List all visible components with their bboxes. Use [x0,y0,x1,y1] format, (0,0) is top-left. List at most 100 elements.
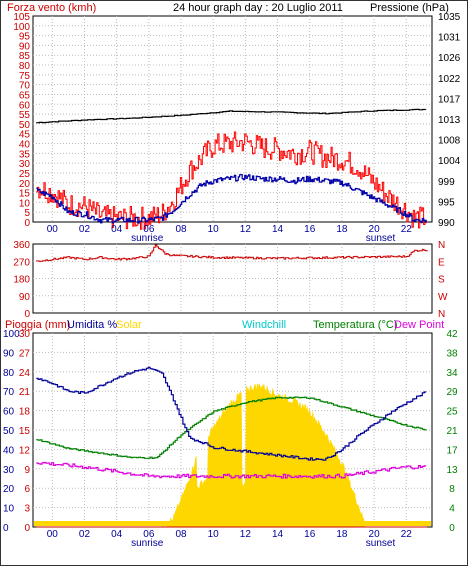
wind-panel-x-tick-label: 22 [401,224,413,235]
climate-panel-sunrise-label: sunrise [131,538,164,549]
wind-panel-x-tick-label: 14 [272,224,284,235]
wind-speed-tick-label: 75 [19,71,31,82]
chart-title: 24 hour graph day : 20 Luglio 2011 [173,2,343,14]
wind-panel-x-tick-label: 02 [79,224,91,235]
wind-average-line [36,174,427,224]
direction-tick-label: 90 [19,292,31,303]
wind-panel-x-tick-label: 16 [304,224,316,235]
climate-panel-x-tick-label: 22 [401,529,413,540]
rain-tick-label: 27 [19,348,31,359]
wind-speed-tick-label: 95 [19,32,31,43]
wind-speed-tick-label: 85 [19,51,31,62]
pressure-tick-label: 1008 [438,136,461,147]
wind-speed-tick-label: 0 [24,218,30,229]
wind-panel-sunrise-label: sunrise [131,233,164,244]
temperature-tick-label: 42 [446,329,458,340]
wind-speed-tick-label: 45 [19,130,31,141]
wind-panel-x-tick-label: 10 [208,224,220,235]
climate-panel-sunset-label: sunset [366,538,396,549]
wind-speed-tick-label: 90 [19,41,31,52]
wind-gust-line [36,131,427,230]
humidity-tick-label: 40 [3,445,15,456]
wind-panel-x-tick-label: 18 [336,224,348,235]
rain-tick-label: 24 [19,368,31,379]
wind-speed-tick-label: 10 [19,198,31,209]
temperature-tick-label: 13 [446,465,458,476]
wind-speed-tick-label: 65 [19,90,31,101]
humidity-tick-label: 20 [3,484,15,495]
pressure-tick-label: 1004 [438,156,461,167]
rain-tick-label: 21 [19,387,31,398]
humidity-tick-label: 100 [3,329,20,340]
wind-panel-plot-area [32,15,433,223]
temperature-tick-label: 8 [449,484,455,495]
humidity-tick-label: 70 [3,387,15,398]
rain-tick-label: 15 [19,426,31,437]
pressure-tick-label: 1031 [438,33,461,44]
wind-speed-tick-label: 40 [19,140,31,151]
humidity-tick-label: 90 [3,348,15,359]
wind-speed-tick-label: 25 [19,169,31,180]
wind-speed-tick-label: 15 [19,189,31,200]
pressure-tick-label: 1026 [438,53,461,64]
climate-panel-x-tick-label: 14 [272,529,284,540]
climate-panel-x-tick-label: 16 [304,529,316,540]
wind-panel-x-tick-label: 12 [240,224,252,235]
rain-tick-label: 6 [24,484,30,495]
direction-tick-label: 360 [13,240,30,251]
direction-tick-label: 180 [13,275,30,286]
climate-panel-x-tick-label: 02 [79,529,91,540]
compass-tick-label: N [438,309,445,320]
wind-panel-x-tick-label: 20 [369,224,381,235]
wind-speed-tick-label: 30 [19,159,31,170]
temperature-tick-label: 25 [446,407,458,418]
solar-area [161,383,367,528]
legend-solar: Solar [116,319,142,331]
climate-panel-x-tick-label: 08 [175,529,187,540]
wind-speed-tick-label: 55 [19,110,31,121]
temperature-tick-label: 4 [449,504,455,515]
pressure-tick-label: 995 [438,197,455,208]
rain-tick-label: 30 [19,329,31,340]
climate-panel-x-tick-label: 00 [47,529,59,540]
wind-panel-x-tick-label: 06 [143,224,155,235]
temperature-tick-label: 21 [446,426,458,437]
rain-tick-label: 0 [24,523,30,534]
climate-panel-x-tick-label: 18 [336,529,348,540]
compass-tick-label: S [438,275,445,286]
legend-rain: Pioggia (mm) [5,319,70,331]
pressure-axis-title: Pressione (hPa) [370,2,449,14]
legend-dewpoint: Dew Point [394,319,444,331]
temperature-tick-label: 34 [446,368,458,379]
pressure-tick-label: 1022 [438,74,461,85]
wind-panel-x-tick-label: 00 [47,224,59,235]
compass-tick-label: E [438,257,445,268]
wind-direction-line [36,244,428,262]
temperature-tick-label: 17 [446,445,458,456]
wind-speed-tick-label: 80 [19,61,31,72]
wind-panel-x-tick-label: 04 [111,224,123,235]
pressure-tick-label: 1017 [438,94,461,105]
rain-tick-label: 18 [19,407,31,418]
climate-panel-x-tick-label: 10 [208,529,220,540]
wind-speed-tick-label: 100 [13,22,30,33]
humidity-line [36,366,427,461]
pressure-tick-label: 1013 [438,115,461,126]
humidity-tick-label: 10 [3,504,15,515]
wind-speed-tick-label: 35 [19,149,31,160]
wind-speed-tick-label: 5 [24,208,30,219]
pressure-tick-label: 999 [438,177,455,188]
climate-panel-x-tick-label: 04 [111,529,123,540]
wind-speed-tick-label: 20 [19,179,31,190]
dewpoint-line [36,461,427,479]
wind-panel-x-tick-label: 08 [175,224,187,235]
compass-tick-label: W [438,292,448,303]
compass-tick-label: N [438,240,445,251]
climate-panel-x-tick-label: 12 [240,529,252,540]
temperature-tick-label: 29 [446,387,458,398]
direction-tick-label: 270 [13,257,30,268]
solar-baseline-band [34,521,431,526]
humidity-tick-label: 30 [3,465,15,476]
rain-tick-label: 12 [19,445,31,456]
